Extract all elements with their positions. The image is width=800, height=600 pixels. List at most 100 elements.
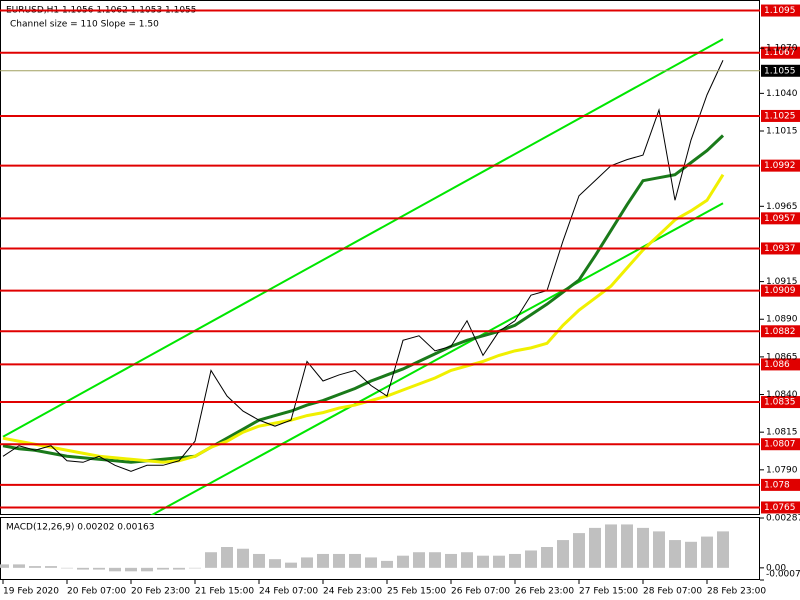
macd-bar: [669, 540, 681, 568]
macd-bar: [509, 553, 521, 568]
level-label: 1.0835: [764, 398, 796, 408]
main-frame: [0, 0, 760, 515]
macd-bar: [93, 567, 105, 570]
macd-bar: [221, 547, 233, 568]
x-tick-label: 26 Feb 23:00: [515, 587, 574, 597]
x-tick-label: 19 Feb 2020: [3, 587, 59, 597]
macd-bar: [253, 553, 265, 568]
macd-bar: [77, 567, 89, 570]
level-label-box: [761, 4, 800, 17]
macd-bar: [61, 567, 73, 569]
y-tick-label: 1.0890: [766, 315, 798, 325]
level-label: 1.086: [764, 360, 790, 370]
macd-bar: [477, 555, 489, 568]
macd-bar: [0, 564, 9, 568]
channel-line: Channel size = 110 Slope = 1.50: [10, 20, 159, 30]
x-tick-label: 28 Feb 23:00: [707, 587, 766, 597]
level-label: 1.0882: [764, 327, 796, 337]
level-label: 1.1067: [764, 48, 796, 58]
level-label: 1.0937: [764, 244, 796, 254]
macd-title: MACD(12,26,9) 0.00202 0.00163: [6, 523, 155, 533]
macd-bar: [525, 550, 537, 568]
x-tick-label: 25 Feb 15:00: [387, 587, 446, 597]
y-tick-label: 0.00287: [766, 514, 800, 524]
y-tick-label: 1.0840: [766, 390, 798, 400]
level-label: 1.0807: [764, 440, 796, 450]
macd-bar: [45, 566, 57, 568]
macd-bar: [317, 553, 329, 568]
x-tick-label: 27 Feb 15:00: [579, 587, 638, 597]
macd-bar: [141, 567, 153, 572]
level-label: 1.1095: [764, 6, 796, 16]
macd-bar: [605, 524, 617, 568]
macd-bar: [301, 557, 313, 568]
macd-bar: [157, 567, 169, 570]
macd-bar: [29, 566, 41, 568]
macd-frame: [0, 517, 760, 580]
level-label-box: [761, 396, 800, 409]
macd-bar: [125, 567, 137, 572]
level-label-box: [761, 159, 800, 172]
current-price-box: [761, 64, 800, 77]
main-plot: [2, 38, 725, 515]
macd-bar: [381, 560, 393, 568]
macd-bar: [397, 555, 409, 568]
level-label-box: [761, 478, 800, 491]
macd-bar: [285, 562, 297, 568]
level-label: 1.0957: [764, 214, 796, 224]
macd-bar: [557, 540, 569, 568]
macd-bar: [717, 531, 729, 568]
x-tick-label: 28 Feb 07:00: [643, 587, 702, 597]
x-tick-label: 26 Feb 07:00: [451, 587, 510, 597]
macd-bar: [429, 552, 441, 568]
macd-bar: [173, 567, 185, 570]
macd-bar: [685, 541, 697, 568]
macd-bar: [237, 548, 249, 568]
macd-bar: [637, 527, 649, 568]
macd-bar: [413, 552, 425, 568]
level-label-box: [761, 501, 800, 514]
macd-bar: [621, 524, 633, 568]
macd-bar: [573, 533, 585, 568]
level-label: 1.0909: [764, 286, 796, 296]
y-tick-label: 0.00: [766, 563, 786, 573]
macd-bar: [653, 531, 665, 568]
macd-bar: [365, 557, 377, 568]
y-tick-label: 1.1040: [766, 89, 798, 99]
macd-bar: [349, 553, 361, 568]
macd-bar: [701, 536, 713, 568]
macd-bar: [13, 564, 25, 568]
y-tick-label: 1.1070: [766, 44, 798, 54]
level-label: 1.0992: [764, 161, 796, 171]
level-label: 1.078: [764, 480, 790, 490]
y-tick-label: 1.0790: [766, 465, 798, 475]
macd-bar: [541, 547, 553, 568]
level-label-box: [761, 46, 800, 59]
y-tick-label: 1.1015: [766, 127, 798, 137]
x-tick-label: 21 Feb 15:00: [195, 587, 254, 597]
level-label: 1.1025: [764, 111, 796, 121]
price-line: [2, 60, 724, 472]
macd-bar: [445, 553, 457, 568]
y-tick-label: 1.0865: [766, 352, 798, 362]
level-label-box: [761, 358, 800, 371]
y-tick-label: 1.0815: [766, 428, 798, 438]
current-price-label: 1.1055: [764, 66, 796, 76]
x-tick-label: 24 Feb 23:00: [323, 587, 382, 597]
y-tick-label: 1.0965: [766, 202, 798, 212]
y-tick-label: -0.00070: [766, 570, 800, 580]
x-tick-label: 20 Feb 23:00: [131, 587, 190, 597]
level-label-box: [761, 325, 800, 338]
macd-bar: [189, 567, 201, 569]
macd-bar: [493, 555, 505, 568]
macd-bar: [205, 552, 217, 568]
macd-bar: [269, 559, 281, 568]
level-label-box: [761, 242, 800, 255]
macd-bar: [333, 553, 345, 568]
moving-average: [2, 134, 725, 464]
y-tick-label: 1.0915: [766, 277, 798, 287]
level-label: 1.0765: [764, 503, 796, 513]
macd-bar: [109, 567, 121, 572]
